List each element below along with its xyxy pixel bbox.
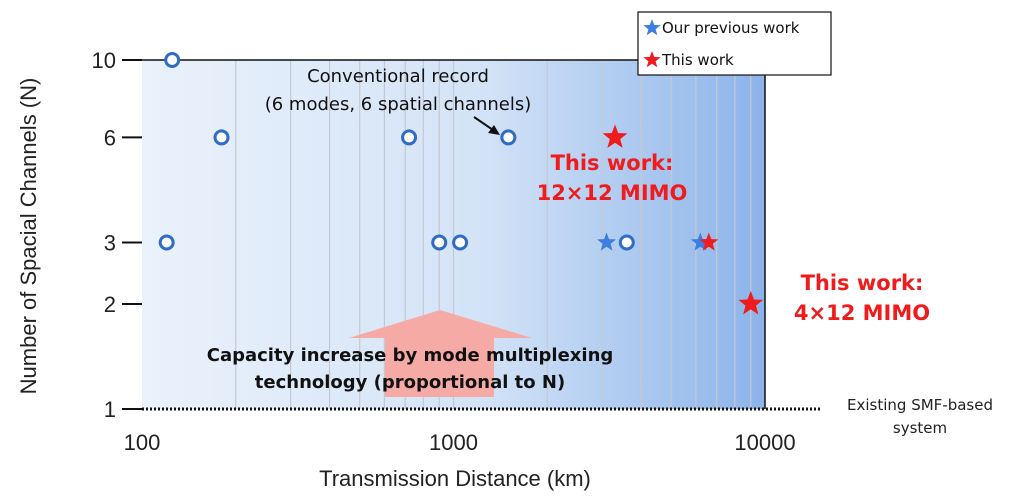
- data-point-circle: [431, 234, 448, 251]
- x-tick-label: 1000: [429, 430, 478, 455]
- capacity-label: Capacity increase by mode multiplexing: [207, 345, 614, 366]
- y-tick-label: 2: [104, 292, 116, 317]
- legend-label: This work: [661, 51, 734, 69]
- this-work-12-label: This work:: [551, 151, 674, 175]
- data-point-circle: [500, 129, 517, 146]
- data-point-star: [690, 232, 710, 251]
- legend-label: Our previous work: [662, 19, 800, 37]
- x-tick-label: 10000: [734, 430, 795, 455]
- y-axis-title: Number of Spacial Channels (N): [16, 78, 41, 395]
- data-point-circle: [401, 129, 418, 146]
- legend-star-icon: [643, 51, 661, 68]
- capacity-arrow: [349, 310, 532, 397]
- this-work-4-sublabel: 4×12 MIMO: [794, 301, 930, 325]
- data-point-star: [597, 232, 617, 251]
- y-axis-ticks: 1 2 3 6 10: [92, 48, 142, 422]
- y-tick-label: 3: [104, 230, 116, 255]
- data-point-circle: [164, 52, 181, 68]
- smf-sublabel: system: [893, 419, 947, 437]
- legend-star-icon: [643, 19, 661, 36]
- data-marks: [158, 52, 764, 315]
- conventional-record-label: Conventional record: [307, 66, 489, 87]
- this-work-4-label: This work:: [801, 271, 924, 295]
- this-work-12-sublabel: 12×12 MIMO: [537, 181, 688, 205]
- legend-box: [637, 11, 832, 76]
- capacity-sublabel: technology (proportional to N): [255, 372, 565, 393]
- y-tick-label: 10: [92, 48, 116, 73]
- conventional-record-sublabel: (6 modes, 6 spatial channels): [265, 94, 532, 115]
- data-point-circle: [213, 129, 230, 146]
- data-point-star: [602, 124, 628, 148]
- conventional-pointer-head: [488, 125, 500, 135]
- x-axis-title: Transmission Distance (km): [319, 466, 591, 491]
- grid: [142, 59, 765, 409]
- smf-label: Existing SMF-based: [847, 396, 993, 414]
- data-point-star: [699, 232, 719, 251]
- data-point-circle: [618, 234, 635, 251]
- y-tick-label: 1: [104, 397, 116, 422]
- y-tick-label: 6: [104, 125, 116, 150]
- x-tick-label: 100: [124, 430, 161, 455]
- x-axis-ticks: 100 1000 10000: [124, 430, 796, 455]
- data-point-circle: [452, 234, 469, 251]
- legend: Our previous work This work: [637, 11, 832, 76]
- data-point-circle: [158, 234, 175, 251]
- data-point-star: [738, 290, 764, 315]
